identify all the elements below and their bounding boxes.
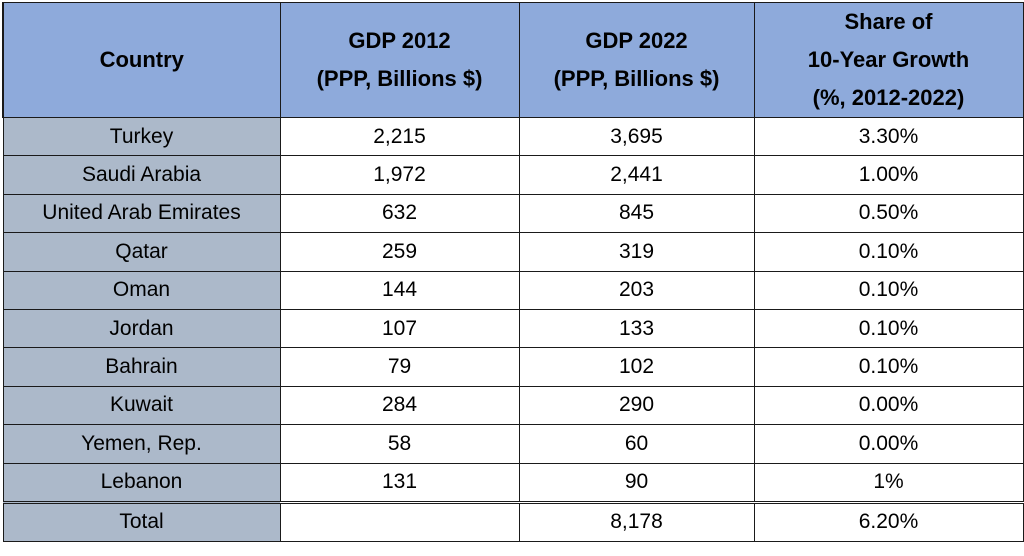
header-gdp-2022-line1: GDP 2022	[585, 28, 688, 53]
table-row: Bahrain 79 102 0.10%	[2, 347, 1024, 387]
gdp-2012-cell: 2,215	[279, 116, 520, 157]
total-gdp-2012	[279, 500, 520, 542]
country-cell: Turkey	[2, 116, 281, 157]
gdp-2022-cell: 290	[518, 385, 755, 426]
header-gdp-2022: GDP 2022 (PPP, Billions $)	[518, 2, 755, 118]
country-cell: United Arab Emirates	[2, 193, 281, 234]
country-cell: Yemen, Rep.	[2, 424, 281, 464]
header-country: Country	[2, 2, 281, 118]
table-row: Turkey 2,215 3,695 3.30%	[2, 116, 1024, 157]
country-cell: Qatar	[2, 232, 281, 272]
table-row: Jordan 107 133 0.10%	[2, 308, 1024, 349]
gdp-2022-cell: 102	[518, 347, 755, 387]
total-label: Total	[2, 500, 281, 542]
gdp-2012-cell: 131	[279, 462, 520, 503]
gdp-2022-cell: 319	[518, 232, 755, 272]
country-cell: Jordan	[2, 308, 281, 349]
country-cell: Bahrain	[2, 347, 281, 387]
gdp-2022-cell: 2,441	[518, 155, 755, 195]
gdp-2012-cell: 107	[279, 308, 520, 349]
header-growth-share-line2: 10-Year Growth	[807, 47, 970, 72]
gdp-2022-cell: 845	[518, 193, 755, 234]
growth-share-cell: 3.30%	[753, 116, 1024, 157]
table-row: Kuwait 284 290 0.00%	[2, 385, 1024, 426]
gdp-2022-cell: 203	[518, 270, 755, 310]
gdp-2022-cell: 133	[518, 308, 755, 349]
gdp-2012-cell: 58	[279, 424, 520, 464]
table-row: Yemen, Rep. 58 60 0.00%	[2, 424, 1024, 464]
header-row: Country GDP 2012 (PPP, Billions $) GDP 2…	[2, 2, 1024, 118]
growth-share-cell: 0.00%	[753, 424, 1024, 464]
gdp-2022-cell: 3,695	[518, 116, 755, 157]
country-cell: Kuwait	[2, 385, 281, 426]
table-row: Qatar 259 319 0.10%	[2, 232, 1024, 272]
growth-share-cell: 0.00%	[753, 385, 1024, 426]
header-gdp-2012: GDP 2012 (PPP, Billions $)	[279, 2, 520, 118]
growth-share-cell: 1.00%	[753, 155, 1024, 195]
total-gdp-2022: 8,178	[518, 500, 755, 542]
total-growth-share: 6.20%	[753, 500, 1024, 542]
table-row: Oman 144 203 0.10%	[2, 270, 1024, 310]
growth-share-cell: 0.10%	[753, 308, 1024, 349]
growth-share-cell: 0.10%	[753, 232, 1024, 272]
gdp-2012-cell: 284	[279, 385, 520, 426]
header-gdp-2012-line2: (PPP, Billions $)	[316, 66, 483, 91]
country-cell: Saudi Arabia	[2, 155, 281, 195]
gdp-2012-cell: 259	[279, 232, 520, 272]
header-growth-share-line1: Share of	[844, 9, 933, 34]
gdp-2012-cell: 144	[279, 270, 520, 310]
table-row: United Arab Emirates 632 845 0.50%	[2, 193, 1024, 234]
gdp-2012-cell: 632	[279, 193, 520, 234]
growth-share-cell: 0.50%	[753, 193, 1024, 234]
gdp-2012-cell: 79	[279, 347, 520, 387]
total-row: Total 8,178 6.20%	[2, 500, 1024, 542]
table-row: Lebanon 131 90 1%	[2, 462, 1024, 503]
header-growth-share: Share of 10-Year Growth (%, 2012-2022)	[753, 2, 1024, 118]
gdp-2022-cell: 90	[518, 462, 755, 503]
gdp-table: Country GDP 2012 (PPP, Billions $) GDP 2…	[2, 2, 1024, 542]
header-growth-share-line3: (%, 2012-2022)	[812, 85, 965, 110]
growth-share-cell: 0.10%	[753, 270, 1024, 310]
growth-share-cell: 0.10%	[753, 347, 1024, 387]
header-gdp-2012-line1: GDP 2012	[348, 28, 451, 53]
header-gdp-2022-line2: (PPP, Billions $)	[553, 66, 720, 91]
country-cell: Lebanon	[2, 462, 281, 503]
table-row: Saudi Arabia 1,972 2,441 1.00%	[2, 155, 1024, 195]
gdp-2022-cell: 60	[518, 424, 755, 464]
country-cell: Oman	[2, 270, 281, 310]
growth-share-cell: 1%	[753, 462, 1024, 503]
gdp-2012-cell: 1,972	[279, 155, 520, 195]
